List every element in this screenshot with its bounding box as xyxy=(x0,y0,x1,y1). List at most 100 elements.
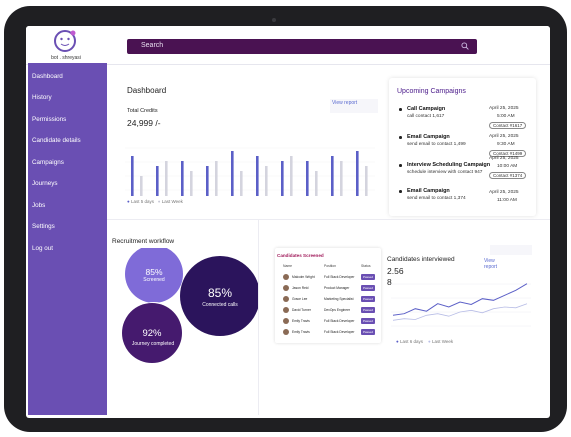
candidate-position: Full Stack Developer xyxy=(324,275,355,279)
bar-series1 xyxy=(306,161,309,196)
view-report-link[interactable]: View report xyxy=(330,99,378,113)
legend-dot-series2: ● xyxy=(428,339,431,344)
bar-series1 xyxy=(356,151,359,196)
search-input[interactable]: Search xyxy=(141,42,164,49)
status-badge: Passed xyxy=(361,318,375,324)
table-row[interactable]: Emily Travis Full Stack Developer Passed xyxy=(275,327,381,338)
avatar xyxy=(283,296,289,302)
table-row[interactable]: Jason Reid Product Manager Passed xyxy=(275,283,381,294)
table-row[interactable]: Emily Travis Full Stack Developer Passed xyxy=(275,316,381,327)
search-icon[interactable] xyxy=(461,42,469,50)
section-divider xyxy=(107,219,550,220)
table-row[interactable]: David Turner DevOps Engineer Passed xyxy=(275,305,381,316)
bar-series1 xyxy=(331,156,334,196)
campaign-name: Call Campaign xyxy=(407,106,446,112)
campaign-date: April 25, 2025 xyxy=(489,190,519,195)
bar-series1 xyxy=(281,161,284,196)
candidates-screened-card: Candidates Screened Name Position Status… xyxy=(275,248,381,343)
legend-label-series2: Last Week xyxy=(432,339,454,344)
camera-dot xyxy=(272,18,276,22)
candidate-name: Jason Reid xyxy=(292,286,309,290)
bubble-connected-calls xyxy=(180,256,258,336)
campaign-item[interactable]: Email Campaign send email to contact 1,4… xyxy=(395,134,535,158)
campaign-contact-badge[interactable]: Contact #1499 xyxy=(489,150,527,157)
bar-chart-legend: ● Last 5 days ● Last Week xyxy=(127,199,183,204)
bar-series2 xyxy=(290,156,293,196)
total-credits-label: Total Credits xyxy=(127,108,158,114)
tablet-frame: bot . shreyasi Search Dashboard History … xyxy=(4,6,567,432)
candidate-position: Full Stack Developer xyxy=(324,319,355,323)
sidebar-item-logout[interactable]: Log out xyxy=(32,245,54,252)
table-row[interactable]: Grace Lee Marketing Specialist Passed xyxy=(275,294,381,305)
campaign-time: 10:00 AM xyxy=(497,164,518,169)
bullet-icon xyxy=(399,190,402,193)
campaign-contact-badge[interactable]: Contact #1617 xyxy=(489,122,527,129)
avatar xyxy=(283,285,289,291)
sidebar-item-dashboard[interactable]: Dashboard xyxy=(32,73,63,80)
bar-series1 xyxy=(206,166,209,196)
sidebar-item-history[interactable]: History xyxy=(32,94,52,101)
candidate-position: Marketing Specialist xyxy=(324,297,354,301)
bar-series2 xyxy=(365,166,368,196)
campaign-date: April 25, 2025 xyxy=(489,156,519,161)
bar-series2 xyxy=(140,176,143,196)
bar-series2 xyxy=(165,161,168,196)
top-bar: bot . shreyasi Search xyxy=(26,26,550,65)
campaign-desc: send email to contact 1,374 xyxy=(407,196,466,201)
sidebar-item-campaigns[interactable]: Campaigns xyxy=(32,159,64,166)
search-bar[interactable]: Search xyxy=(127,39,477,54)
campaign-desc: call contact 1,617 xyxy=(407,114,445,119)
screened-label: Screened xyxy=(143,277,165,283)
candidate-name: Emily Travis xyxy=(292,330,310,334)
avatar xyxy=(283,274,289,280)
recruitment-workflow-title: Recruitment workflow xyxy=(112,238,175,245)
avatar xyxy=(283,307,289,313)
table-row[interactable]: Malcolm Wright Full Stack Developer Pass… xyxy=(275,272,381,283)
col-header-name: Name xyxy=(283,264,293,268)
bubble-screened xyxy=(125,248,183,303)
candidate-position: Full Stack Developer xyxy=(324,330,355,334)
legend-dot-series1: ● xyxy=(396,339,399,344)
connected-calls-pct: 85% xyxy=(207,286,233,300)
brand-logo[interactable]: bot . shreyasi xyxy=(40,29,90,63)
filter-box[interactable] xyxy=(490,245,532,255)
legend-dot-series1: ● xyxy=(127,199,130,204)
campaign-item[interactable]: Email Campaign send email to contact 1,3… xyxy=(395,188,535,212)
candidates-screened-title: Candidates Screened xyxy=(277,253,324,258)
sidebar-item-journeys[interactable]: Journeys xyxy=(32,180,58,187)
sidebar-item-settings[interactable]: Settings xyxy=(32,223,55,230)
campaign-desc: send email to contact 1,499 xyxy=(407,142,466,147)
campaign-date: April 25, 2025 xyxy=(489,134,519,139)
bar-series1 xyxy=(131,156,134,196)
line-chart-legend: ● Last 6 days ● Last Week xyxy=(396,339,453,344)
campaign-time: 5:00 AM xyxy=(497,114,515,119)
sidebar-item-jobs[interactable]: Jobs xyxy=(32,202,46,209)
col-header-status: Status xyxy=(361,264,371,268)
journey-completed-label: Journey completed xyxy=(131,341,175,347)
bar-series2 xyxy=(190,171,193,196)
candidate-position: Product Manager xyxy=(324,286,350,290)
bar-series1 xyxy=(231,151,234,196)
workflow-bubbles-art xyxy=(122,248,258,366)
bar-series1 xyxy=(181,161,184,196)
campaign-name: Email Campaign xyxy=(407,188,450,194)
bar-series2 xyxy=(215,161,218,196)
candidate-name: Malcolm Wright xyxy=(292,275,315,279)
legend-label-series1: Last 6 days xyxy=(399,339,423,344)
campaign-contact-badge[interactable]: Contact #1374 xyxy=(489,172,527,179)
line-series2 xyxy=(392,303,528,321)
campaign-item[interactable]: Interview Scheduling Campaign schedule i… xyxy=(395,156,535,186)
view-report-link[interactable]: View report xyxy=(484,258,498,270)
legend-label-series1: Last 5 days xyxy=(130,199,154,204)
bullet-icon xyxy=(399,164,402,167)
logo-text: bot . shreyasi xyxy=(51,55,81,61)
candidate-name: Emily Travis xyxy=(292,319,310,323)
candidates-interviewed-line-chart xyxy=(391,283,531,327)
campaign-item[interactable]: Call Campaign call contact 1,617 April 2… xyxy=(395,106,535,130)
sidebar-item-candidate-details[interactable]: Candidate details xyxy=(32,137,81,144)
page-title: Dashboard xyxy=(127,86,167,95)
sidebar-item-permissions[interactable]: Permissions xyxy=(32,116,67,123)
campaign-desc: schedule interview with contact 947 xyxy=(407,170,483,175)
bot-logo-icon xyxy=(54,30,76,52)
bar-series1 xyxy=(256,156,259,196)
